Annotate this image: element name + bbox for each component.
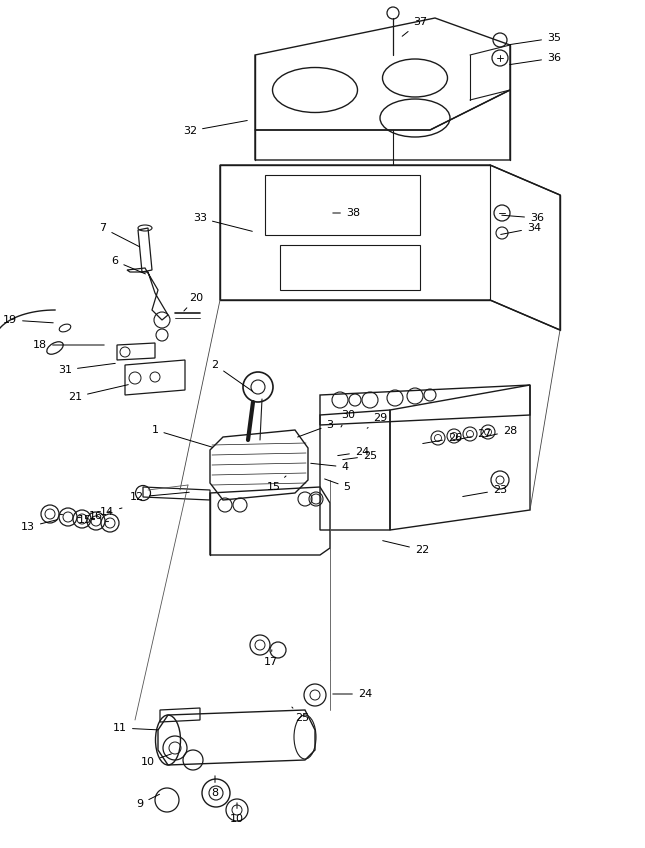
Text: 7: 7 bbox=[99, 223, 139, 247]
Text: 24: 24 bbox=[338, 447, 369, 457]
Text: 1: 1 bbox=[152, 425, 212, 447]
Text: 11: 11 bbox=[113, 723, 158, 733]
Text: 9: 9 bbox=[137, 795, 159, 809]
Text: 18: 18 bbox=[33, 340, 104, 350]
Text: 31: 31 bbox=[58, 363, 115, 375]
Text: 26: 26 bbox=[422, 433, 462, 444]
Text: 35: 35 bbox=[510, 33, 561, 45]
Text: 2: 2 bbox=[212, 360, 253, 392]
Text: 24: 24 bbox=[333, 689, 372, 699]
Text: 13: 13 bbox=[21, 520, 57, 532]
Text: 32: 32 bbox=[183, 120, 247, 136]
Text: 27: 27 bbox=[453, 429, 491, 440]
Text: 10: 10 bbox=[141, 754, 172, 767]
Text: 29: 29 bbox=[367, 413, 387, 428]
Text: 17: 17 bbox=[264, 650, 278, 667]
Text: 34: 34 bbox=[501, 223, 541, 234]
Text: 21: 21 bbox=[68, 385, 128, 402]
Text: 28: 28 bbox=[482, 426, 517, 438]
Text: 10: 10 bbox=[230, 803, 244, 824]
Text: 30: 30 bbox=[341, 410, 355, 427]
Text: 6: 6 bbox=[112, 256, 145, 274]
Text: 23: 23 bbox=[462, 485, 507, 497]
Text: 4: 4 bbox=[311, 462, 348, 472]
Text: 19: 19 bbox=[3, 315, 54, 325]
Text: 14: 14 bbox=[100, 507, 122, 517]
Text: 36: 36 bbox=[510, 53, 561, 64]
Text: 33: 33 bbox=[193, 213, 252, 232]
Text: 20: 20 bbox=[184, 293, 203, 311]
Text: 16: 16 bbox=[89, 511, 111, 521]
Text: 15: 15 bbox=[78, 515, 97, 525]
Text: 15: 15 bbox=[267, 476, 286, 492]
Text: 22: 22 bbox=[382, 541, 429, 555]
Text: 25: 25 bbox=[342, 451, 377, 461]
Text: 25: 25 bbox=[292, 707, 309, 723]
Text: 5: 5 bbox=[324, 479, 350, 492]
Text: 38: 38 bbox=[333, 208, 360, 218]
Text: 8: 8 bbox=[212, 776, 219, 798]
Text: 37: 37 bbox=[402, 17, 427, 36]
Text: 3: 3 bbox=[297, 420, 333, 437]
Text: 12: 12 bbox=[130, 492, 189, 502]
Text: 36: 36 bbox=[502, 213, 544, 223]
